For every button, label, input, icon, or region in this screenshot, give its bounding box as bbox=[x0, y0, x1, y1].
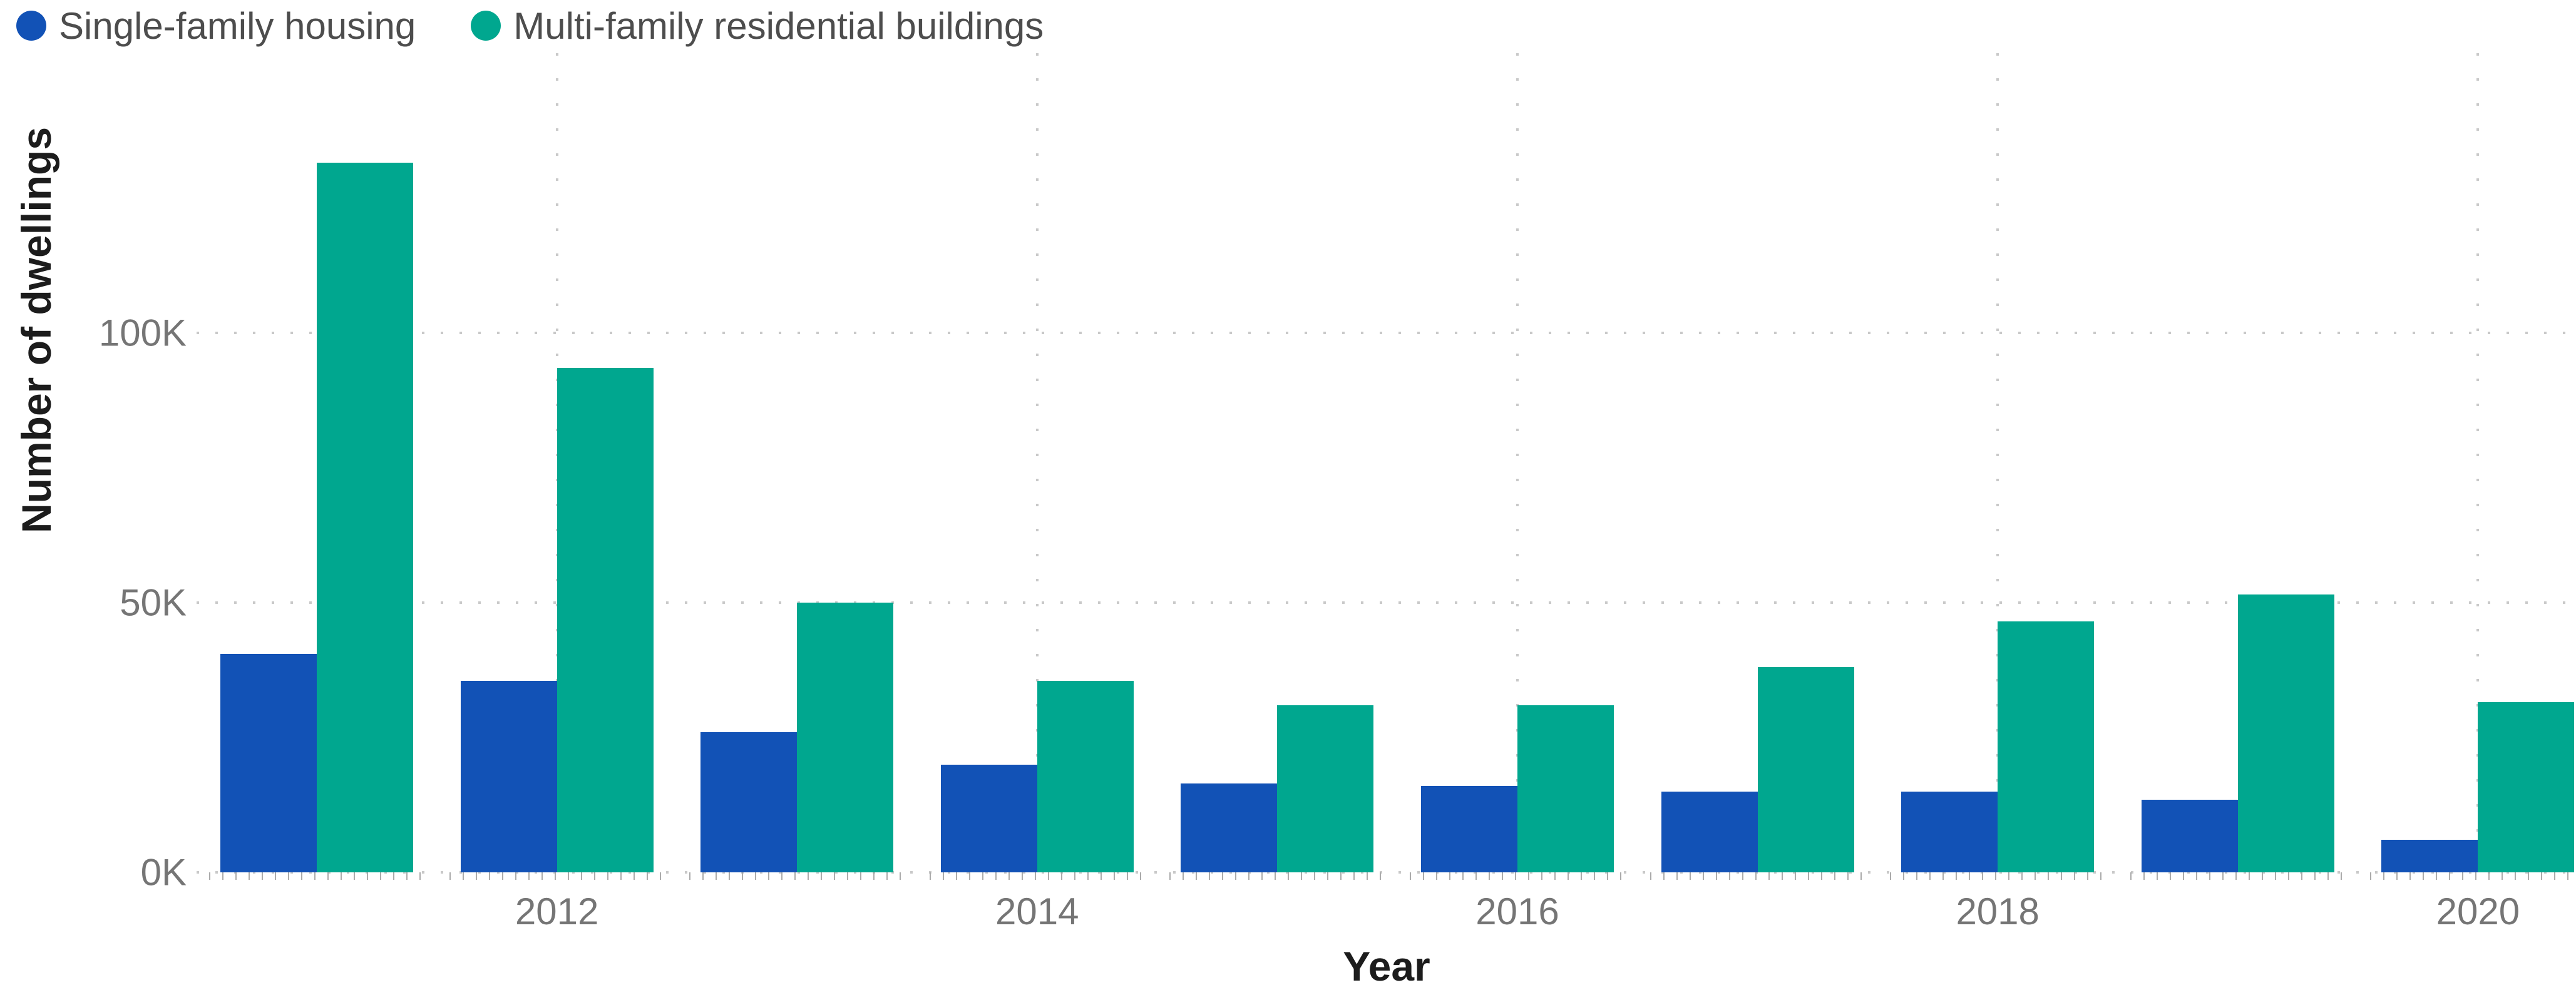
y-tick-label-0K: 0K bbox=[140, 851, 187, 894]
bar-single-family-2015[interactable] bbox=[1181, 783, 1278, 872]
axis-minor-ticks-2019 bbox=[2130, 872, 2346, 880]
gridline-horizontal-50K bbox=[197, 601, 2576, 604]
legend-dot-multi-family-icon bbox=[471, 11, 501, 41]
bar-multi-family-2020[interactable] bbox=[2478, 702, 2575, 872]
legend-item-multi-family[interactable]: Multi-family residential buildings bbox=[471, 4, 1044, 48]
axis-minor-ticks-2017 bbox=[1650, 872, 1865, 880]
gridline-horizontal-100K bbox=[197, 332, 2576, 334]
gridline-vertical-2020 bbox=[2476, 53, 2480, 872]
bar-multi-family-2013[interactable] bbox=[797, 603, 894, 872]
bar-multi-family-2011[interactable] bbox=[317, 163, 413, 872]
axis-minor-ticks-2015 bbox=[1169, 872, 1385, 880]
bar-multi-family-2015[interactable] bbox=[1277, 705, 1374, 872]
x-tick-label-2012: 2012 bbox=[515, 890, 599, 932]
axis-minor-ticks-2016 bbox=[1410, 872, 1625, 880]
bar-single-family-2018[interactable] bbox=[1901, 791, 1998, 872]
x-tick-label-2020: 2020 bbox=[2436, 890, 2520, 932]
bar-multi-family-2016[interactable] bbox=[1517, 705, 1614, 872]
bar-single-family-2014[interactable] bbox=[940, 764, 1037, 872]
axis-minor-ticks-2013 bbox=[689, 872, 905, 880]
axis-minor-ticks-2018 bbox=[1890, 872, 2106, 880]
x-tick-label-2016: 2016 bbox=[1475, 890, 1559, 932]
legend-label: Multi-family residential buildings bbox=[513, 4, 1044, 47]
bar-multi-family-2014[interactable] bbox=[1037, 680, 1134, 872]
bar-single-family-2011[interactable] bbox=[220, 653, 317, 872]
x-axis-title: Year bbox=[1343, 943, 1430, 989]
y-tick-label-100K: 100K bbox=[98, 312, 187, 354]
x-tick-label-2018: 2018 bbox=[1956, 890, 2040, 932]
gridline-vertical-2014 bbox=[1035, 53, 1039, 872]
bar-multi-family-2017[interactable] bbox=[1757, 667, 1854, 872]
bar-single-family-2012[interactable] bbox=[460, 680, 557, 872]
bar-multi-family-2018[interactable] bbox=[1998, 621, 2095, 872]
bar-single-family-2016[interactable] bbox=[1421, 786, 1517, 872]
gridline-horizontal-0K bbox=[197, 871, 2576, 874]
y-tick-label-50K: 50K bbox=[120, 581, 187, 624]
axis-minor-ticks-2011 bbox=[209, 872, 424, 880]
axis-minor-ticks-2012 bbox=[449, 872, 665, 880]
bar-single-family-2017[interactable] bbox=[1661, 791, 1758, 872]
gridline-vertical-2016 bbox=[1516, 53, 1519, 872]
axis-minor-ticks-2020 bbox=[2370, 872, 2576, 880]
bar-single-family-2019[interactable] bbox=[2141, 799, 2238, 872]
legend-dot-single-family-icon bbox=[16, 11, 46, 41]
axis-minor-ticks-2014 bbox=[929, 872, 1145, 880]
bar-single-family-2020[interactable] bbox=[2381, 840, 2478, 872]
chart-legend: Single-family housing Multi-family resid… bbox=[16, 3, 1044, 49]
bar-single-family-2013[interactable] bbox=[700, 732, 798, 872]
x-tick-label-2014: 2014 bbox=[995, 890, 1079, 932]
legend-label: Single-family housing bbox=[59, 4, 416, 47]
bar-multi-family-2019[interactable] bbox=[2237, 594, 2334, 872]
bar-multi-family-2012[interactable] bbox=[557, 368, 654, 872]
legend-item-single-family[interactable]: Single-family housing bbox=[16, 4, 416, 48]
gridline-vertical-2018 bbox=[1996, 53, 1999, 872]
